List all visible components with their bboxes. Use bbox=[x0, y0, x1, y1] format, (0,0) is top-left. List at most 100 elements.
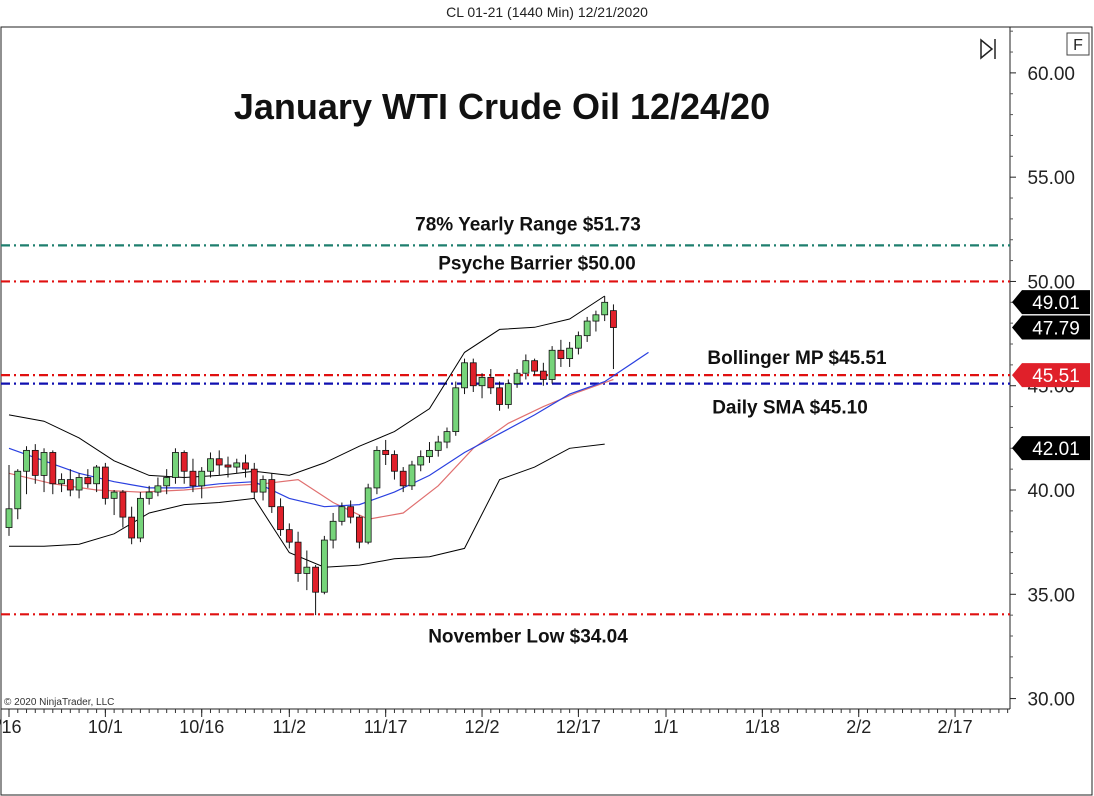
candle-body bbox=[58, 479, 65, 485]
candle[interactable] bbox=[557, 339, 565, 367]
candle[interactable] bbox=[75, 473, 83, 499]
candle[interactable] bbox=[531, 358, 538, 376]
candle[interactable] bbox=[355, 515, 363, 549]
bollinger-mid-line bbox=[8, 351, 649, 508]
candle[interactable] bbox=[382, 439, 390, 465]
f-button[interactable]: F bbox=[1066, 32, 1090, 56]
candle[interactable] bbox=[14, 469, 22, 520]
candle[interactable] bbox=[539, 362, 547, 386]
candle[interactable] bbox=[101, 462, 109, 505]
candle[interactable] bbox=[575, 331, 582, 355]
candle[interactable] bbox=[347, 500, 355, 524]
price-badge-label: 47.79 bbox=[1032, 319, 1080, 340]
candle-body bbox=[408, 464, 416, 487]
y-tick-label: 50.00 bbox=[1027, 272, 1075, 293]
candle[interactable] bbox=[49, 450, 57, 495]
candle[interactable] bbox=[461, 358, 468, 395]
candle[interactable] bbox=[58, 473, 65, 493]
candle[interactable] bbox=[487, 369, 495, 395]
candle-body bbox=[452, 387, 460, 433]
candle[interactable] bbox=[224, 456, 232, 478]
candle-body bbox=[461, 362, 468, 389]
x-tick-label: 2/2 bbox=[846, 717, 871, 737]
candle[interactable] bbox=[31, 444, 39, 484]
price-badge-label: 42.01 bbox=[1032, 439, 1080, 460]
candle[interactable] bbox=[583, 316, 591, 342]
candle[interactable] bbox=[93, 464, 100, 493]
candle[interactable] bbox=[84, 469, 92, 488]
candle-body bbox=[522, 360, 530, 374]
candle[interactable] bbox=[513, 369, 521, 388]
candle[interactable] bbox=[417, 450, 425, 472]
candle[interactable] bbox=[136, 492, 144, 543]
candle[interactable] bbox=[434, 435, 442, 457]
candle[interactable] bbox=[469, 358, 477, 392]
candle[interactable] bbox=[338, 502, 346, 526]
candle-body bbox=[110, 491, 118, 499]
candle-body bbox=[469, 362, 477, 387]
candle[interactable] bbox=[391, 450, 398, 480]
candle[interactable] bbox=[320, 535, 328, 595]
candle[interactable] bbox=[119, 490, 127, 528]
price-badge-shape bbox=[1012, 315, 1090, 340]
candle[interactable] bbox=[566, 341, 574, 367]
candle[interactable] bbox=[110, 490, 118, 516]
scroll-end-icon[interactable] bbox=[980, 38, 996, 60]
reference-line-label: Psyche Barrier $50.00 bbox=[438, 253, 636, 274]
candle[interactable] bbox=[294, 531, 302, 582]
price-badge: 49.01 bbox=[1012, 290, 1090, 315]
candle[interactable] bbox=[285, 523, 293, 549]
candle[interactable] bbox=[40, 448, 48, 493]
candle[interactable] bbox=[189, 458, 197, 493]
candle[interactable] bbox=[5, 464, 13, 536]
candle[interactable] bbox=[443, 427, 451, 449]
candle[interactable] bbox=[373, 446, 381, 495]
candle[interactable] bbox=[329, 512, 337, 549]
candle-body bbox=[364, 487, 372, 543]
candle[interactable] bbox=[522, 354, 530, 380]
candle[interactable] bbox=[259, 475, 267, 501]
candle[interactable] bbox=[242, 454, 249, 478]
candle-body bbox=[531, 360, 538, 372]
candle-body bbox=[66, 479, 74, 491]
candle[interactable] bbox=[364, 483, 372, 545]
candle[interactable] bbox=[172, 448, 179, 484]
candle[interactable] bbox=[198, 467, 206, 499]
x-tick-label: 12/17 bbox=[556, 717, 601, 737]
candle-body bbox=[207, 458, 214, 472]
x-tick-label: 2/17 bbox=[938, 717, 973, 737]
candle[interactable] bbox=[250, 462, 258, 499]
candle[interactable] bbox=[504, 379, 512, 409]
candle[interactable] bbox=[207, 452, 214, 478]
reference-line-label: Daily SMA $45.10 bbox=[712, 398, 868, 419]
candle[interactable] bbox=[548, 346, 556, 384]
candle[interactable] bbox=[154, 477, 162, 497]
candle[interactable] bbox=[163, 469, 171, 495]
candle[interactable] bbox=[610, 304, 617, 370]
candle[interactable] bbox=[66, 469, 74, 497]
candle[interactable] bbox=[303, 550, 311, 591]
candle[interactable] bbox=[399, 467, 407, 493]
candle[interactable] bbox=[128, 506, 136, 545]
candle[interactable] bbox=[215, 450, 223, 476]
candle[interactable] bbox=[268, 473, 276, 513]
candle[interactable] bbox=[592, 310, 600, 332]
candle[interactable] bbox=[426, 442, 433, 463]
candle[interactable] bbox=[180, 450, 188, 484]
x-tick-label: 1/1 bbox=[653, 717, 678, 737]
candle[interactable] bbox=[601, 296, 609, 322]
price-badge-label: 49.01 bbox=[1032, 293, 1080, 314]
candle[interactable] bbox=[277, 498, 284, 536]
candle[interactable] bbox=[233, 458, 241, 474]
candle[interactable] bbox=[496, 381, 503, 411]
price-badge-shape bbox=[1012, 290, 1090, 315]
candle[interactable] bbox=[452, 381, 460, 436]
candle[interactable] bbox=[23, 446, 30, 495]
f-button-label: F bbox=[1073, 37, 1083, 54]
candle[interactable] bbox=[408, 460, 416, 491]
x-tick-label: 12/2 bbox=[465, 717, 500, 737]
candle[interactable] bbox=[312, 565, 320, 616]
candle[interactable] bbox=[145, 485, 153, 505]
candle[interactable] bbox=[478, 373, 486, 399]
